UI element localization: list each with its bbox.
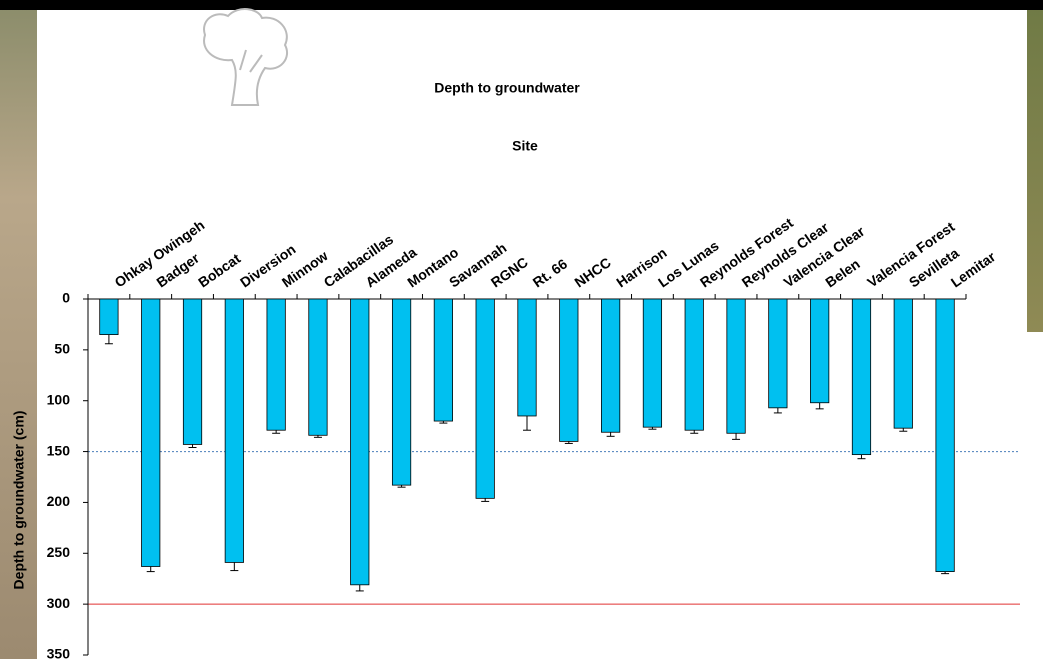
y-tick-label: 50 [54, 341, 70, 357]
bar [684, 298, 704, 431]
y-axis-label: Depth to groundwater (cm) [11, 411, 27, 590]
bar [935, 298, 955, 572]
y-tick-label: 150 [47, 442, 71, 458]
y-tick-label: 300 [47, 595, 71, 611]
bar [391, 298, 412, 486]
y-tick-label: 250 [47, 544, 71, 560]
bar [726, 298, 746, 434]
y-tick-label: 200 [47, 493, 71, 509]
chart-title: Depth to groundwater [434, 80, 580, 96]
bar [851, 298, 872, 456]
photo-left [0, 0, 37, 659]
bar [601, 298, 621, 433]
bar [182, 298, 203, 445]
bar [99, 298, 119, 335]
top-bar [0, 0, 1043, 10]
y-tick-label: 350 [47, 646, 71, 659]
bar [559, 298, 579, 442]
bar [433, 298, 453, 422]
bar [350, 298, 370, 586]
photo-right [1027, 0, 1043, 332]
bar [893, 298, 913, 429]
bar [224, 298, 244, 563]
bar [768, 298, 788, 409]
bar [308, 298, 328, 436]
bar [141, 298, 161, 567]
tree-icon [203, 8, 288, 106]
bar [266, 298, 286, 431]
bar [642, 298, 663, 428]
x-axis-label: Site [512, 138, 538, 154]
y-tick-label: 100 [47, 391, 71, 407]
y-tick-label: 0 [62, 290, 70, 306]
bar [810, 298, 830, 404]
bar [517, 298, 537, 417]
bar [475, 298, 495, 499]
